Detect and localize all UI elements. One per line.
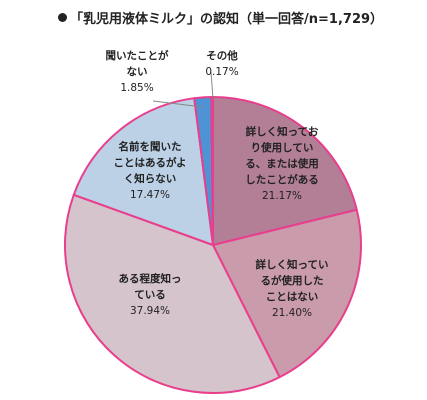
slice-value-6: 0.17% xyxy=(205,66,238,78)
slice-label-1-line-3: る、または使用 xyxy=(245,157,319,170)
pie-slice-2 xyxy=(212,208,362,379)
slice-label-2-line-1: 詳しく知ってい xyxy=(256,258,329,271)
slice-value-1: 21.17% xyxy=(262,190,302,202)
slice-label-6-line-1: その他 xyxy=(206,49,238,62)
title-bullet-icon xyxy=(58,13,67,22)
chart-subtitle: （単一回答/n=1,729） xyxy=(239,12,384,27)
slice-label-3-line-2: ている xyxy=(134,289,166,301)
slice-label-2-line-2: るが使用した xyxy=(261,274,324,287)
pie-slice-1 xyxy=(212,96,358,246)
slice-label-4-line-3: く知らない xyxy=(124,172,177,185)
chart-title-text: 「乳児用液体ミルク」の認知 xyxy=(70,12,240,27)
slice-label-4-line-2: ことはあるがよ xyxy=(114,156,187,169)
leader-line-5 xyxy=(152,100,204,108)
slice-label-4-line-1: 名前を聞いた xyxy=(119,140,182,153)
pie-slice-4 xyxy=(72,97,214,246)
slice-label-1-line-2: り使用してい xyxy=(251,141,314,154)
pie-slice-3 xyxy=(64,193,281,394)
slice-value-2: 21.40% xyxy=(272,307,312,319)
slice-label-1-line-1: 詳しく知ってお xyxy=(246,125,319,138)
leader-line-6 xyxy=(210,71,214,100)
slice-label-3-line-1: ある程度知っ xyxy=(119,272,182,285)
slice-value-5: 1.85% xyxy=(120,82,153,94)
chart-title: 「乳児用液体ミルク」の認知（単一回答/n=1,729） xyxy=(58,8,383,27)
slice-label-2-line-3: ことはない xyxy=(266,291,319,303)
slice-label-1-line-4: したことがある xyxy=(245,173,319,186)
slice-value-4: 17.47% xyxy=(130,189,170,201)
slice-value-3: 37.94% xyxy=(130,305,170,317)
slice-label-5-line-2: ない xyxy=(127,66,148,78)
slice-label-5-line-1: 聞いたことが xyxy=(106,49,169,62)
